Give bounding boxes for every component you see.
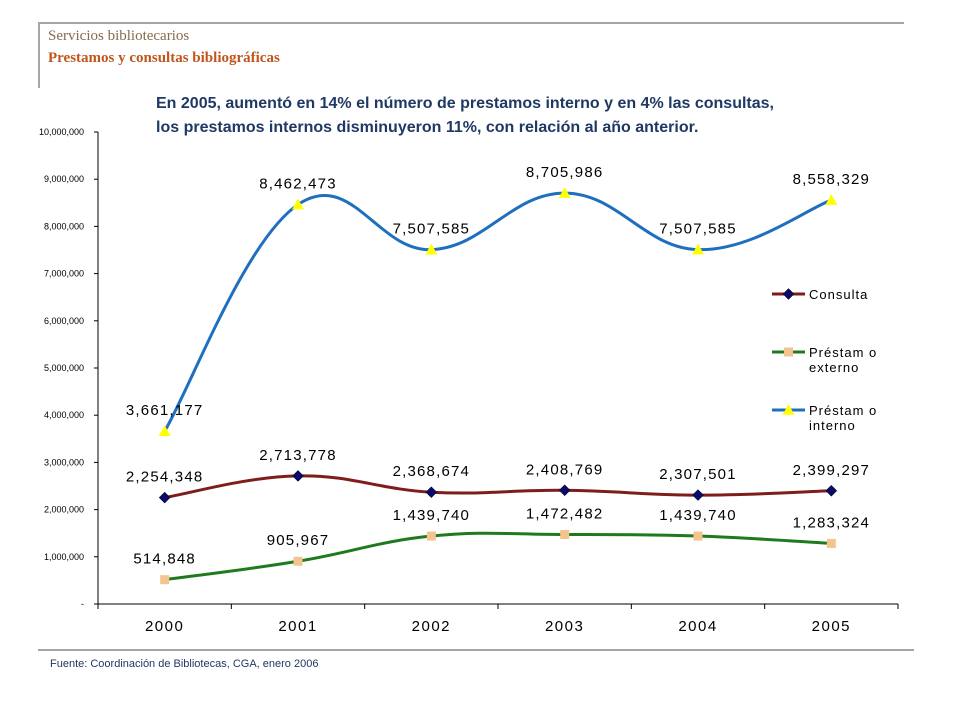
externo-data-label: 1,439,740 xyxy=(659,507,737,524)
consulta-point xyxy=(825,484,838,497)
consulta-point xyxy=(425,486,438,499)
legend-label-externo: externo xyxy=(809,360,859,375)
externo-point xyxy=(826,538,836,548)
y-tick-label: 6,000,000 xyxy=(44,316,84,326)
consulta-data-label: 2,399,297 xyxy=(793,462,871,479)
x-tick-label: 2002 xyxy=(412,618,451,635)
legend-label-consulta: Consulta xyxy=(809,287,868,302)
y-tick-label: 1,000,000 xyxy=(44,552,84,562)
externo-point xyxy=(560,529,570,539)
externo-point xyxy=(160,575,170,585)
legend-label-interno: Préstam o xyxy=(809,403,877,418)
externo-point xyxy=(426,531,436,541)
consulta-point xyxy=(692,489,704,501)
y-tick-label: 7,000,000 xyxy=(44,269,84,279)
legend-marker-externo xyxy=(784,347,793,357)
consulta-series-line xyxy=(164,474,832,500)
interno-point xyxy=(425,243,438,255)
consulta-point xyxy=(558,484,571,497)
legend-label-externo: Préstam o xyxy=(809,345,877,360)
y-tick-label: 8,000,000 xyxy=(44,221,84,231)
externo-point xyxy=(693,531,703,541)
headline: En 2005, aumentó en 14% el número de pre… xyxy=(156,92,916,140)
interno-point xyxy=(825,194,838,205)
interno-series-line xyxy=(163,191,832,432)
source-note: Fuente: Coordinación de Bibliotecas, CGA… xyxy=(50,658,319,670)
consulta-point xyxy=(158,491,171,504)
consulta-data-label: 2,368,674 xyxy=(393,463,471,480)
header-side-divider xyxy=(38,22,40,88)
headline-line-1: En 2005, aumentó en 14% el número de pre… xyxy=(156,95,774,112)
interno-data-label: 8,705,986 xyxy=(526,164,604,181)
interno-point xyxy=(292,198,304,210)
headline-line-2: los prestamos internos disminuyeron 11%,… xyxy=(156,119,699,136)
y-tick-label: 3,000,000 xyxy=(44,457,84,467)
y-tick-label: - xyxy=(81,599,84,609)
x-tick-label: 2001 xyxy=(278,618,317,635)
consulta-data-label: 2,408,769 xyxy=(526,461,604,478)
section-title: Servicios bibliotecarios xyxy=(48,28,190,44)
interno-point xyxy=(692,243,704,255)
externo-data-label: 1,439,740 xyxy=(393,507,471,524)
interno-data-label: 7,507,585 xyxy=(659,221,737,238)
externo-series-line xyxy=(164,531,832,582)
x-tick-label: 2005 xyxy=(812,618,851,635)
y-tick-label: 4,000,000 xyxy=(44,410,84,420)
x-tick-label: 2003 xyxy=(545,618,584,635)
externo-data-label: 905,967 xyxy=(267,532,330,549)
consulta-data-label: 2,254,348 xyxy=(126,469,204,486)
x-tick-label: 2000 xyxy=(145,618,184,635)
consulta-point xyxy=(292,470,304,482)
header-divider xyxy=(38,22,904,24)
y-tick-label: 9,000,000 xyxy=(44,174,84,184)
interno-point xyxy=(158,425,171,436)
externo-data-label: 1,472,482 xyxy=(526,505,604,522)
footer-divider xyxy=(38,649,914,651)
y-tick-label: 5,000,000 xyxy=(44,363,84,373)
externo-data-label: 1,283,324 xyxy=(793,514,871,531)
interno-point xyxy=(558,187,571,198)
interno-data-label: 7,507,585 xyxy=(393,221,471,238)
interno-data-label: 8,558,329 xyxy=(793,171,871,188)
y-tick-label: 10,000,000 xyxy=(39,127,84,137)
legend-marker-interno xyxy=(782,404,795,415)
interno-data-label: 3,661,177 xyxy=(126,402,204,419)
section-subtitle: Prestamos y consultas bibliográficas xyxy=(48,50,280,66)
header: Servicios bibliotecarios Prestamos y con… xyxy=(38,22,904,88)
x-tick-label: 2004 xyxy=(678,618,717,635)
legend-marker-consulta xyxy=(782,288,795,300)
consulta-data-label: 2,307,501 xyxy=(659,466,737,483)
consulta-data-label: 2,713,778 xyxy=(259,447,337,464)
interno-data-label: 8,462,473 xyxy=(259,176,337,193)
legend-label-interno: interno xyxy=(809,418,856,433)
externo-data-label: 514,848 xyxy=(133,551,196,568)
externo-point xyxy=(293,556,303,566)
y-tick-label: 2,000,000 xyxy=(44,505,84,515)
